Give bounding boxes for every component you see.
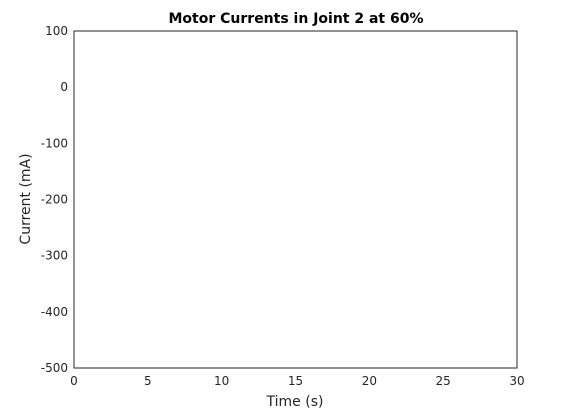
y-tick-label: -400 xyxy=(41,305,68,319)
y-tick-label: -300 xyxy=(41,249,68,263)
x-tick-label: 20 xyxy=(362,374,377,388)
y-tick-label: -500 xyxy=(41,361,68,375)
y-tick-label: 100 xyxy=(45,24,68,38)
x-axis: 0 5 10 15 20 25 30 xyxy=(70,31,525,388)
x-tick-label: 25 xyxy=(436,374,451,388)
y-tick-label: -200 xyxy=(41,193,68,207)
x-tick-label: 30 xyxy=(509,374,524,388)
x-tick-label: 15 xyxy=(288,374,303,388)
x-tick-label: 5 xyxy=(144,374,152,388)
chart-title: Motor Currents in Joint 2 at 60% xyxy=(169,11,424,27)
y-tick-label: 0 xyxy=(60,80,68,94)
y-tick-label: -100 xyxy=(41,136,68,150)
y-axis-label: Current (mA) xyxy=(18,153,34,244)
plot-area xyxy=(73,30,518,369)
x-tick-label: 0 xyxy=(70,374,78,388)
x-tick-label: 10 xyxy=(214,374,229,388)
y-axis: -500 -400 -300 -200 -100 0 100 xyxy=(41,24,517,375)
x-axis-label: Time (s) xyxy=(266,394,324,410)
